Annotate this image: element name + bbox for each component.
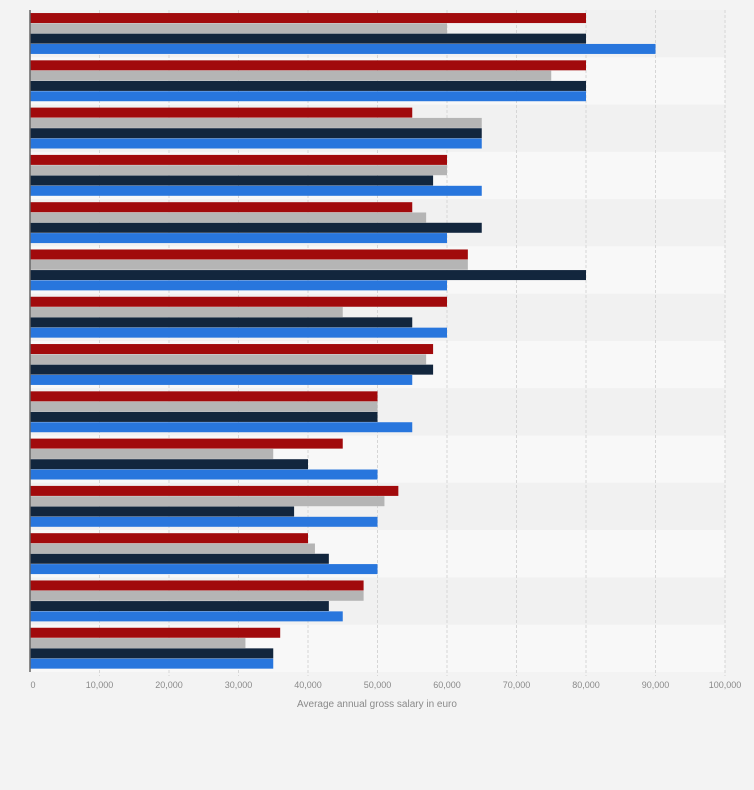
bar [30, 553, 329, 564]
bar [30, 564, 378, 575]
x-tick-label: 100,000 [709, 680, 742, 690]
bar [30, 212, 427, 223]
bar [30, 611, 343, 622]
bar [30, 601, 329, 612]
bar [30, 259, 468, 270]
bar [30, 128, 482, 139]
bar [30, 185, 482, 196]
bar [30, 438, 343, 449]
x-tick-label: 0 [30, 680, 35, 690]
bar [30, 138, 482, 149]
bar [30, 43, 656, 54]
x-tick-label: 70,000 [503, 680, 531, 690]
bar [30, 222, 482, 233]
bar [30, 154, 447, 165]
bar [30, 354, 427, 365]
x-tick-label: 10,000 [86, 680, 114, 690]
x-tick-label: 60,000 [433, 680, 461, 690]
x-tick-label: 30,000 [225, 680, 253, 690]
bar [30, 658, 274, 669]
bar [30, 307, 343, 318]
bar [30, 533, 308, 544]
bar [30, 233, 447, 244]
bar [30, 627, 281, 638]
bar [30, 175, 434, 186]
bar [30, 80, 586, 91]
bar [30, 270, 586, 281]
bar [30, 411, 378, 422]
x-axis-title: Average annual gross salary in euro [297, 699, 457, 710]
bar [30, 327, 447, 338]
bar [30, 280, 447, 291]
bar [30, 448, 274, 459]
bar [30, 91, 586, 102]
bar [30, 459, 308, 470]
bar [30, 422, 413, 433]
bar [30, 543, 315, 554]
bar [30, 296, 447, 307]
x-tick-label: 40,000 [294, 680, 322, 690]
bar [30, 344, 434, 355]
bar [30, 70, 552, 81]
bar [30, 469, 378, 480]
bar [30, 590, 364, 601]
bar [30, 374, 413, 385]
bar [30, 638, 246, 649]
bar [30, 33, 586, 44]
bar [30, 580, 364, 591]
bar [30, 506, 295, 517]
bar [30, 60, 586, 71]
bar [30, 516, 378, 527]
bar [30, 202, 413, 213]
x-tick-label: 50,000 [364, 680, 392, 690]
x-tick-label: 90,000 [642, 680, 670, 690]
bar [30, 317, 413, 328]
bar [30, 648, 274, 659]
x-tick-label: 20,000 [155, 680, 183, 690]
bar [30, 401, 378, 412]
bar [30, 13, 586, 24]
bar [30, 117, 482, 128]
bar [30, 165, 447, 176]
bar [30, 107, 413, 118]
bar [30, 496, 385, 507]
bar [30, 364, 434, 375]
bar [30, 249, 468, 260]
x-tick-label: 80,000 [572, 680, 600, 690]
bar [30, 485, 399, 496]
bar [30, 23, 447, 34]
bar [30, 391, 378, 402]
